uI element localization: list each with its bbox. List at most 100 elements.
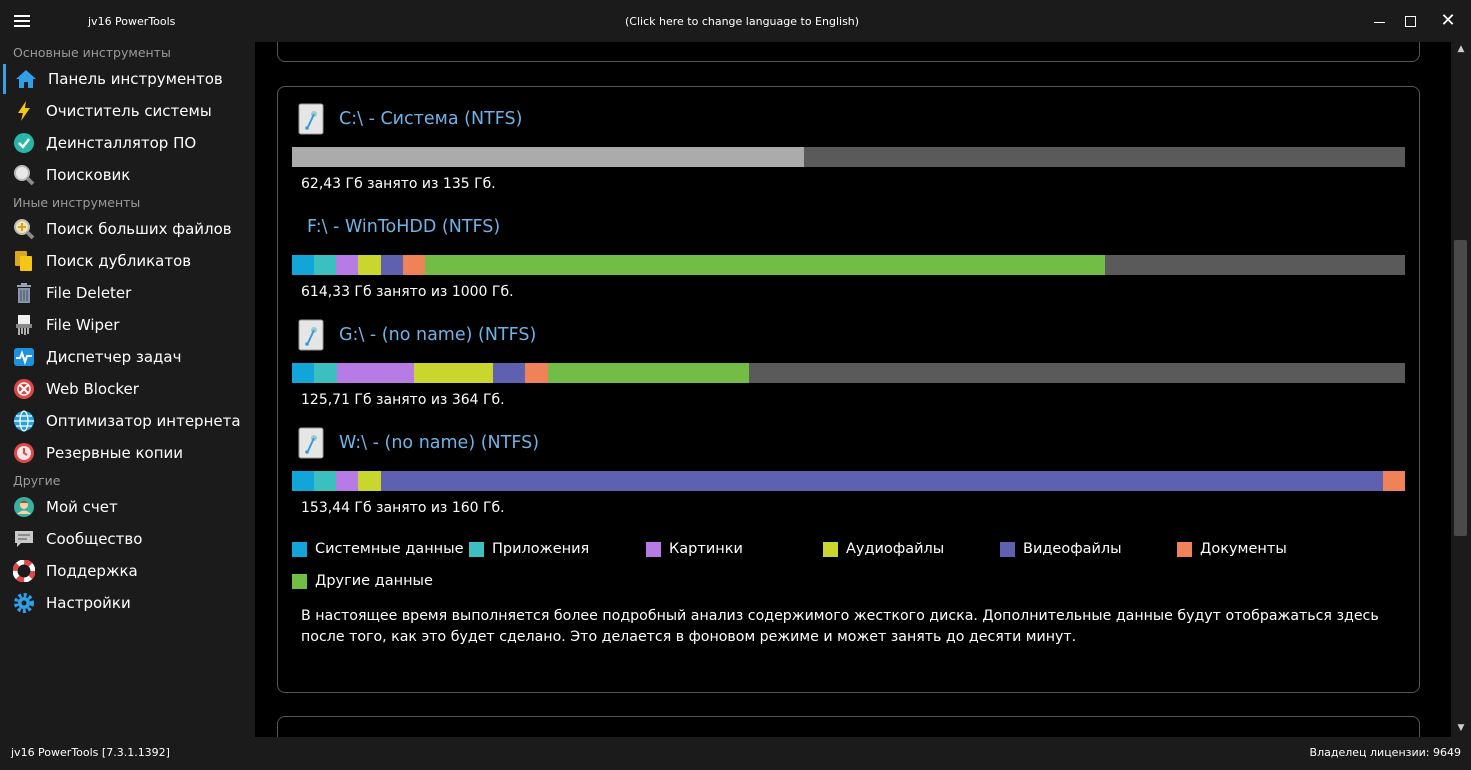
sidebar: Основные инструменты Панель инструментов… <box>0 42 255 737</box>
maximize-button[interactable] <box>1387 0 1433 42</box>
usage-segment-apps <box>314 471 336 491</box>
legend-item-apps: Приложения <box>469 541 589 557</box>
usage-segment-documents <box>403 255 425 275</box>
block-icon <box>12 377 36 401</box>
sidebar-item-my-account[interactable]: Мой счет <box>4 492 254 522</box>
sidebar-item-label: Мой счет <box>46 498 118 516</box>
legend-swatch <box>646 541 661 557</box>
scroll-thumb[interactable] <box>1454 240 1467 536</box>
drive-icon <box>298 103 324 135</box>
usage-segment-pictures <box>337 363 414 383</box>
drive-title[interactable]: W:\ - (no name) (NTFS) <box>339 433 540 453</box>
sidebar-item-label: Очиститель системы <box>46 102 212 120</box>
change-language-link[interactable]: (Click here to change language to Englis… <box>625 15 860 28</box>
maximize-icon <box>1404 15 1416 27</box>
sidebar-item-finder[interactable]: Поисковик <box>4 160 254 190</box>
usage-segment-video <box>493 363 525 383</box>
sidebar-item-label: File Wiper <box>46 316 120 334</box>
sidebar-item-task-manager[interactable]: Диспетчер задач <box>4 342 254 372</box>
drive-usage-bar <box>292 471 1405 491</box>
title-bar: jv16 PowerTools (Click here to change la… <box>0 0 1471 42</box>
legend-swatch <box>1177 541 1192 557</box>
sidebar-item-file-wiper[interactable]: File Wiper <box>4 310 254 340</box>
legend-swatch <box>823 541 838 557</box>
legend-item-video: Видеофайлы <box>1000 541 1122 557</box>
minimize-button[interactable] <box>1356 0 1402 42</box>
drive-icon <box>298 427 324 459</box>
legend-label: Аудиофайлы <box>846 541 945 557</box>
disk-usage-card: C:\ - Система (NTFS) 62,43 Гб занято из … <box>277 86 1420 693</box>
user-avatar-icon <box>12 495 36 519</box>
sidebar-item-uninstaller[interactable]: Деинсталлятор ПО <box>4 128 254 158</box>
status-bar: jv16 PowerTools [7.3.1.1392] Владелец ли… <box>0 737 1471 770</box>
chat-icon <box>12 527 36 551</box>
legend-item-system: Системные данные <box>292 541 464 557</box>
usage-segment-audio <box>358 255 381 275</box>
sidebar-item-label: Диспетчер задач <box>46 348 182 366</box>
sidebar-item-support[interactable]: Поддержка <box>4 556 254 586</box>
drive-usage-text: 614,33 Гб занято из 1000 Гб. <box>301 284 514 300</box>
sidebar-item-label: Панель инструментов <box>48 70 223 88</box>
drive-title[interactable]: C:\ - Система (NTFS) <box>339 109 523 129</box>
usage-segment-video <box>381 471 1383 491</box>
home-icon <box>14 67 38 91</box>
sidebar-item-label: Поиск больших файлов <box>46 220 232 238</box>
close-button[interactable]: ✕ <box>1425 0 1471 42</box>
legend-label: Приложения <box>492 541 590 557</box>
scroll-up-icon[interactable]: ▲ <box>1457 44 1465 54</box>
legend-swatch <box>292 541 307 557</box>
usage-segment-documents <box>525 363 548 383</box>
usage-segment-used_generic <box>292 147 804 167</box>
usage-segment-other <box>425 255 1105 275</box>
lightning-icon <box>12 99 36 123</box>
big-file-search-icon <box>12 217 36 241</box>
drive-title[interactable]: F:\ - WinToHDD (NTFS) <box>307 217 501 237</box>
drive-title[interactable]: G:\ - (no name) (NTFS) <box>339 325 537 345</box>
magnifier-icon <box>12 163 36 187</box>
drive-usage-text: 62,43 Гб занято из 135 Гб. <box>301 176 496 192</box>
legend-label: Другие данные <box>315 573 433 589</box>
legend-label: Видеофайлы <box>1023 541 1122 557</box>
main-content: C:\ - Система (NTFS) 62,43 Гб занято из … <box>255 42 1471 737</box>
legend-swatch <box>469 541 484 557</box>
hamburger-menu-icon[interactable] <box>14 15 30 27</box>
scroll-down-icon[interactable]: ▼ <box>1457 723 1465 733</box>
usage-segment-apps <box>314 363 337 383</box>
duplicate-files-icon <box>12 249 36 273</box>
vertical-scrollbar[interactable]: ▲ ▼ <box>1451 42 1471 737</box>
sidebar-item-label: Поисковик <box>46 166 131 184</box>
legend-item-pictures: Картинки <box>646 541 743 557</box>
usage-segment-pictures <box>336 471 358 491</box>
license-text: Владелец лицензии: 9649 <box>1309 746 1461 759</box>
sidebar-section-others: Другие <box>13 473 61 488</box>
sidebar-item-internet-optimizer[interactable]: Оптимизатор интернета <box>4 406 254 436</box>
backup-clock-icon <box>12 441 36 465</box>
sidebar-item-file-deleter[interactable]: File Deleter <box>4 278 254 308</box>
drive-usage-bar <box>292 147 1405 167</box>
usage-segment-system <box>292 471 314 491</box>
sidebar-item-big-files[interactable]: Поиск больших файлов <box>4 214 254 244</box>
legend-item-documents: Документы <box>1177 541 1287 557</box>
sidebar-item-settings[interactable]: Настройки <box>4 588 254 618</box>
legend-swatch <box>1000 541 1015 557</box>
sidebar-item-backups[interactable]: Резервные копии <box>4 438 254 468</box>
shredder-icon <box>12 313 36 337</box>
usage-segment-video <box>381 255 403 275</box>
analysis-info-text: В настоящее время выполняется более подр… <box>301 608 1379 645</box>
usage-segment-other <box>548 363 749 383</box>
close-icon: ✕ <box>1440 10 1456 31</box>
sidebar-item-label: Резервные копии <box>46 444 184 462</box>
lifebuoy-icon <box>12 559 36 583</box>
sidebar-item-duplicates[interactable]: Поиск дубликатов <box>4 246 254 276</box>
sidebar-item-web-blocker[interactable]: Web Blocker <box>4 374 254 404</box>
usage-segment-audio <box>414 363 493 383</box>
sidebar-item-system-cleaner[interactable]: Очиститель системы <box>4 96 254 126</box>
app-title: jv16 PowerTools <box>88 15 176 28</box>
sidebar-section-other-tools: Иные инструменты <box>13 195 141 210</box>
legend-label: Системные данные <box>315 541 464 557</box>
sidebar-item-label: Web Blocker <box>46 380 139 398</box>
sidebar-item-community[interactable]: Сообщество <box>4 524 254 554</box>
sidebar-item-dashboard[interactable]: Панель инструментов <box>3 64 253 94</box>
drive-icon <box>298 319 324 351</box>
sidebar-item-label: Сообщество <box>46 530 143 548</box>
